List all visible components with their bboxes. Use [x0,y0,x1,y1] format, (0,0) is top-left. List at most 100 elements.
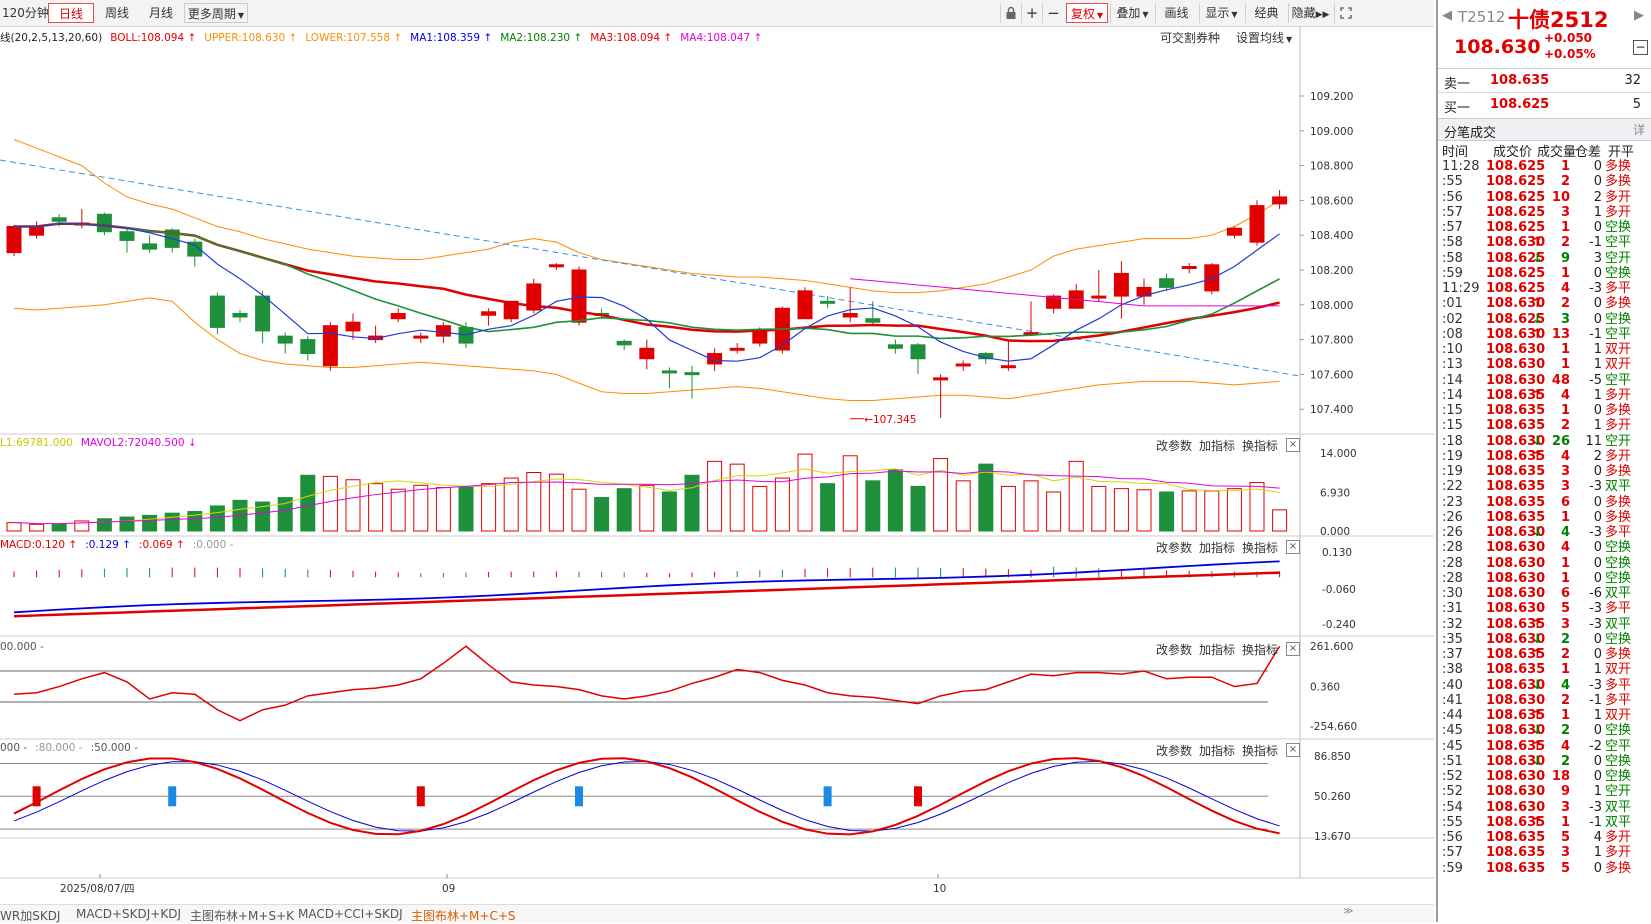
price-axis-label: 107.800 [1310,335,1353,347]
chart-canvas[interactable]: 109.200 109.000 108.800 108.600 108.400 108.2… [0,26,1434,904]
volume-bar [684,474,700,532]
tick-type: 多平 [1605,525,1632,540]
tick-type: 双平 [1605,814,1632,830]
skdj-axis-label: 13.670 [1314,831,1351,843]
tick-oi-change: 0 [1593,753,1602,769]
last-price: 108.630 [1454,36,1541,58]
plus-icon[interactable]: + [1021,3,1042,23]
volume-bar [1068,460,1084,532]
tick-volume: 4 [1560,281,1570,296]
quote-panel: ◀ T2512 十债2512 ▶ 108.630 +0.050 +0.05% −… [1436,0,1651,922]
skdj-switch-indicator-button[interactable]: 换指标 [1242,744,1279,758]
collapse-icon[interactable]: − [1633,40,1648,55]
template-tab-macd-skdj-kdj[interactable]: MACD+SKDJ+KDJ [76,907,181,921]
arrow-up-icon: ↑ [1532,448,1543,464]
ma-settings-button[interactable]: 设置均线 ▼ [1236,29,1292,46]
macd-change-params-button[interactable]: 改参数 [1156,541,1193,555]
lock-icon[interactable] [1000,3,1021,23]
cci-axis-label: 0.360 [1310,681,1340,693]
legend-item: :80.000 - [35,742,83,754]
scroll-right-icon[interactable]: ≫ [1343,906,1354,917]
adjust-rights-button[interactable]: 复权 ▼ [1066,3,1108,23]
candle-body [526,283,542,311]
tick-row: :13 108.630 1 1 双开 [1442,357,1648,373]
close-icon[interactable]: × [1286,642,1300,656]
classic-button[interactable]: 经典 [1245,3,1287,23]
tick-price: 108.625 [1486,159,1546,174]
boll-upper-line [13,139,1280,294]
cci-add-indicator-button[interactable]: 加指标 [1199,643,1236,657]
tick-price: 108.630 [1486,570,1546,586]
arrow-down-icon: ↓ [1532,753,1543,769]
ma-settings-label: 设置均线 [1236,31,1285,45]
period-tab-weekly[interactable]: 周线 [104,6,129,20]
tick-row: :02 108.625 ↓ 3 0 空换 [1442,312,1648,328]
close-icon[interactable]: × [1286,438,1300,452]
candle-body [209,295,225,328]
tick-volume: 9 [1560,250,1570,266]
deliverable-bonds-button[interactable]: 可交割券种 [1160,31,1221,45]
minus-icon[interactable]: − [1042,3,1064,23]
volume-bar [300,474,316,532]
close-icon[interactable]: × [1286,743,1300,757]
tick-price: 108.630 [1486,342,1546,357]
tick-volume: 3 [1560,799,1570,815]
skdj-change-params-button[interactable]: 改参数 [1156,744,1193,758]
candle-body [390,313,406,320]
fullscreen-icon[interactable] [1334,3,1356,23]
tick-time: :52 [1442,769,1463,784]
close-icon[interactable]: × [1286,540,1300,554]
tick-time: :23 [1442,494,1463,510]
arrow-down-icon: ↓ [1532,250,1543,266]
tick-oi-change: 0 [1593,631,1602,647]
tick-oi-change: 1 [1593,387,1602,403]
prev-contract-icon[interactable]: ◀ [1442,8,1452,23]
skdj-add-indicator-button[interactable]: 加指标 [1199,744,1236,758]
ticks-list[interactable]: 11:28 108.625 1 0 多换:55 108.625 2 0 多换:56 108.625… [1438,159,1651,922]
overlay-button[interactable]: 叠加 ▼ [1110,3,1154,23]
period-tab-monthly[interactable]: 月线 [148,6,173,20]
macd-switch-indicator-button[interactable]: 换指标 [1242,541,1279,555]
period-tab-daily[interactable]: 日线 [48,3,94,23]
tick-price: 108.630 [1486,631,1546,647]
cci-switch-indicator-button[interactable]: 换指标 [1242,643,1279,657]
bid-label: 买一 [1444,101,1471,116]
price-axis-label: 109.200 [1310,91,1353,103]
tick-volume: 2 [1560,296,1570,312]
display-button[interactable]: 显示 ▼ [1199,3,1243,23]
volume-bar [74,520,90,532]
period-tab-120min[interactable]: 120分钟 [2,6,49,20]
tick-oi-change: -3 [1589,281,1602,296]
volume-add-indicator-button[interactable]: 加指标 [1199,439,1236,453]
draw-line-button[interactable]: 画线 [1155,3,1197,23]
legend-item: :0.129 ↑ [85,539,131,551]
volume-change-params-button[interactable]: 改参数 [1156,439,1193,453]
tick-price: 108.625 [1486,265,1546,281]
arrow-up-icon: ↑ [1532,814,1543,830]
arrow-up-icon: ↑ [1532,738,1543,754]
template-tab-wr-skdj[interactable]: WR加SKDJ [0,909,61,923]
more-periods-dropdown[interactable]: 更多周期 ▼ [184,3,248,23]
tick-row: :32 108.635 ↑ 3 -3 双平 [1442,617,1648,633]
volume-bar [345,479,361,532]
chevron-down-icon: ▼ [237,11,245,20]
tick-volume: 1 [1560,357,1570,373]
tick-row: :28 108.630 1 0 空换 [1442,571,1648,587]
ticks-detail-button[interactable]: 详 [1632,123,1645,137]
tick-row: :10 108.630 1 1 双开 [1442,342,1648,358]
candle-body [842,313,858,318]
tick-oi-change: 0 [1593,174,1602,190]
template-tab-boll-m-c-s[interactable]: 主图布林+M+C+S [411,909,516,923]
volume-switch-indicator-button[interactable]: 换指标 [1242,439,1279,453]
macd-add-indicator-button[interactable]: 加指标 [1199,541,1236,555]
template-tab-boll-m-s-k[interactable]: 主图布林+M+S+K [190,909,295,923]
cci-change-params-button[interactable]: 改参数 [1156,643,1193,657]
tick-volume: 6 [1560,494,1570,510]
skdj-sell-signal [168,786,177,807]
template-tab-macd-cci-skdj[interactable]: MACD+CCI+SKDJ [298,907,403,921]
next-contract-icon[interactable]: ▶ [1634,8,1644,23]
ticks-title: 分笔成交 [1444,126,1497,141]
tick-row: :45 108.630 ↓ 2 0 空换 [1442,723,1648,739]
volume-bar [842,455,858,532]
hide-button[interactable]: 隐藏▶▶ [1288,3,1332,23]
